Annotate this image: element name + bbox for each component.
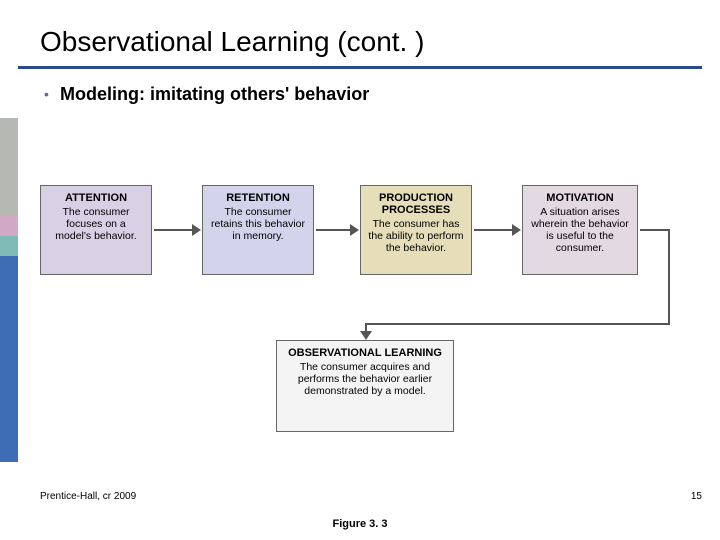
arrow-3-head bbox=[512, 224, 521, 236]
slide-number: 15 bbox=[691, 491, 702, 502]
sidebar-seg-1 bbox=[0, 118, 18, 216]
arrow-1-head bbox=[192, 224, 201, 236]
box-observational-title: OBSERVATIONAL LEARNING bbox=[283, 347, 447, 359]
box-attention-desc: The consumer focuses on a model's behavi… bbox=[47, 206, 145, 242]
arrow-path-head bbox=[360, 331, 372, 340]
box-production: PRODUCTION PROCESSES The consumer has th… bbox=[360, 185, 472, 275]
box-motivation-desc: A situation arises wherein the behavior … bbox=[529, 206, 631, 254]
arrow-2-head bbox=[350, 224, 359, 236]
box-production-desc: The consumer has the ability to perform … bbox=[367, 218, 465, 254]
box-observational: OBSERVATIONAL LEARNING The consumer acqu… bbox=[276, 340, 454, 432]
arrow-3-line bbox=[474, 229, 514, 231]
arrow-path-right bbox=[640, 229, 670, 231]
title-underline bbox=[18, 66, 702, 69]
arrow-1-line bbox=[154, 229, 194, 231]
sidebar-seg-3 bbox=[0, 236, 18, 256]
bullet-row: Modeling: imitating others' behavior bbox=[60, 84, 369, 105]
box-observational-desc: The consumer acquires and performs the b… bbox=[283, 361, 447, 397]
left-color-sidebar bbox=[0, 118, 18, 462]
box-attention-title: ATTENTION bbox=[47, 192, 145, 204]
figure-label: Figure 3. 3 bbox=[332, 518, 387, 530]
sidebar-seg-2 bbox=[0, 216, 18, 236]
box-production-title: PRODUCTION PROCESSES bbox=[367, 192, 465, 216]
box-retention-desc: The consumer retains this behavior in me… bbox=[209, 206, 307, 242]
bullet-text: Modeling: imitating others' behavior bbox=[60, 84, 369, 104]
sidebar-seg-4 bbox=[0, 256, 18, 462]
box-retention: RETENTION The consumer retains this beha… bbox=[202, 185, 314, 275]
box-motivation-title: MOTIVATION bbox=[529, 192, 631, 204]
box-attention: ATTENTION The consumer focuses on a mode… bbox=[40, 185, 152, 275]
arrow-2-line bbox=[316, 229, 352, 231]
flow-diagram: ATTENTION The consumer focuses on a mode… bbox=[32, 165, 692, 465]
arrow-path-left bbox=[366, 323, 670, 325]
arrow-path-down bbox=[668, 229, 670, 325]
slide-title: Observational Learning (cont. ) bbox=[40, 26, 424, 58]
footer-credit: Prentice-Hall, cr 2009 bbox=[40, 491, 136, 502]
box-retention-title: RETENTION bbox=[209, 192, 307, 204]
box-motivation: MOTIVATION A situation arises wherein th… bbox=[522, 185, 638, 275]
